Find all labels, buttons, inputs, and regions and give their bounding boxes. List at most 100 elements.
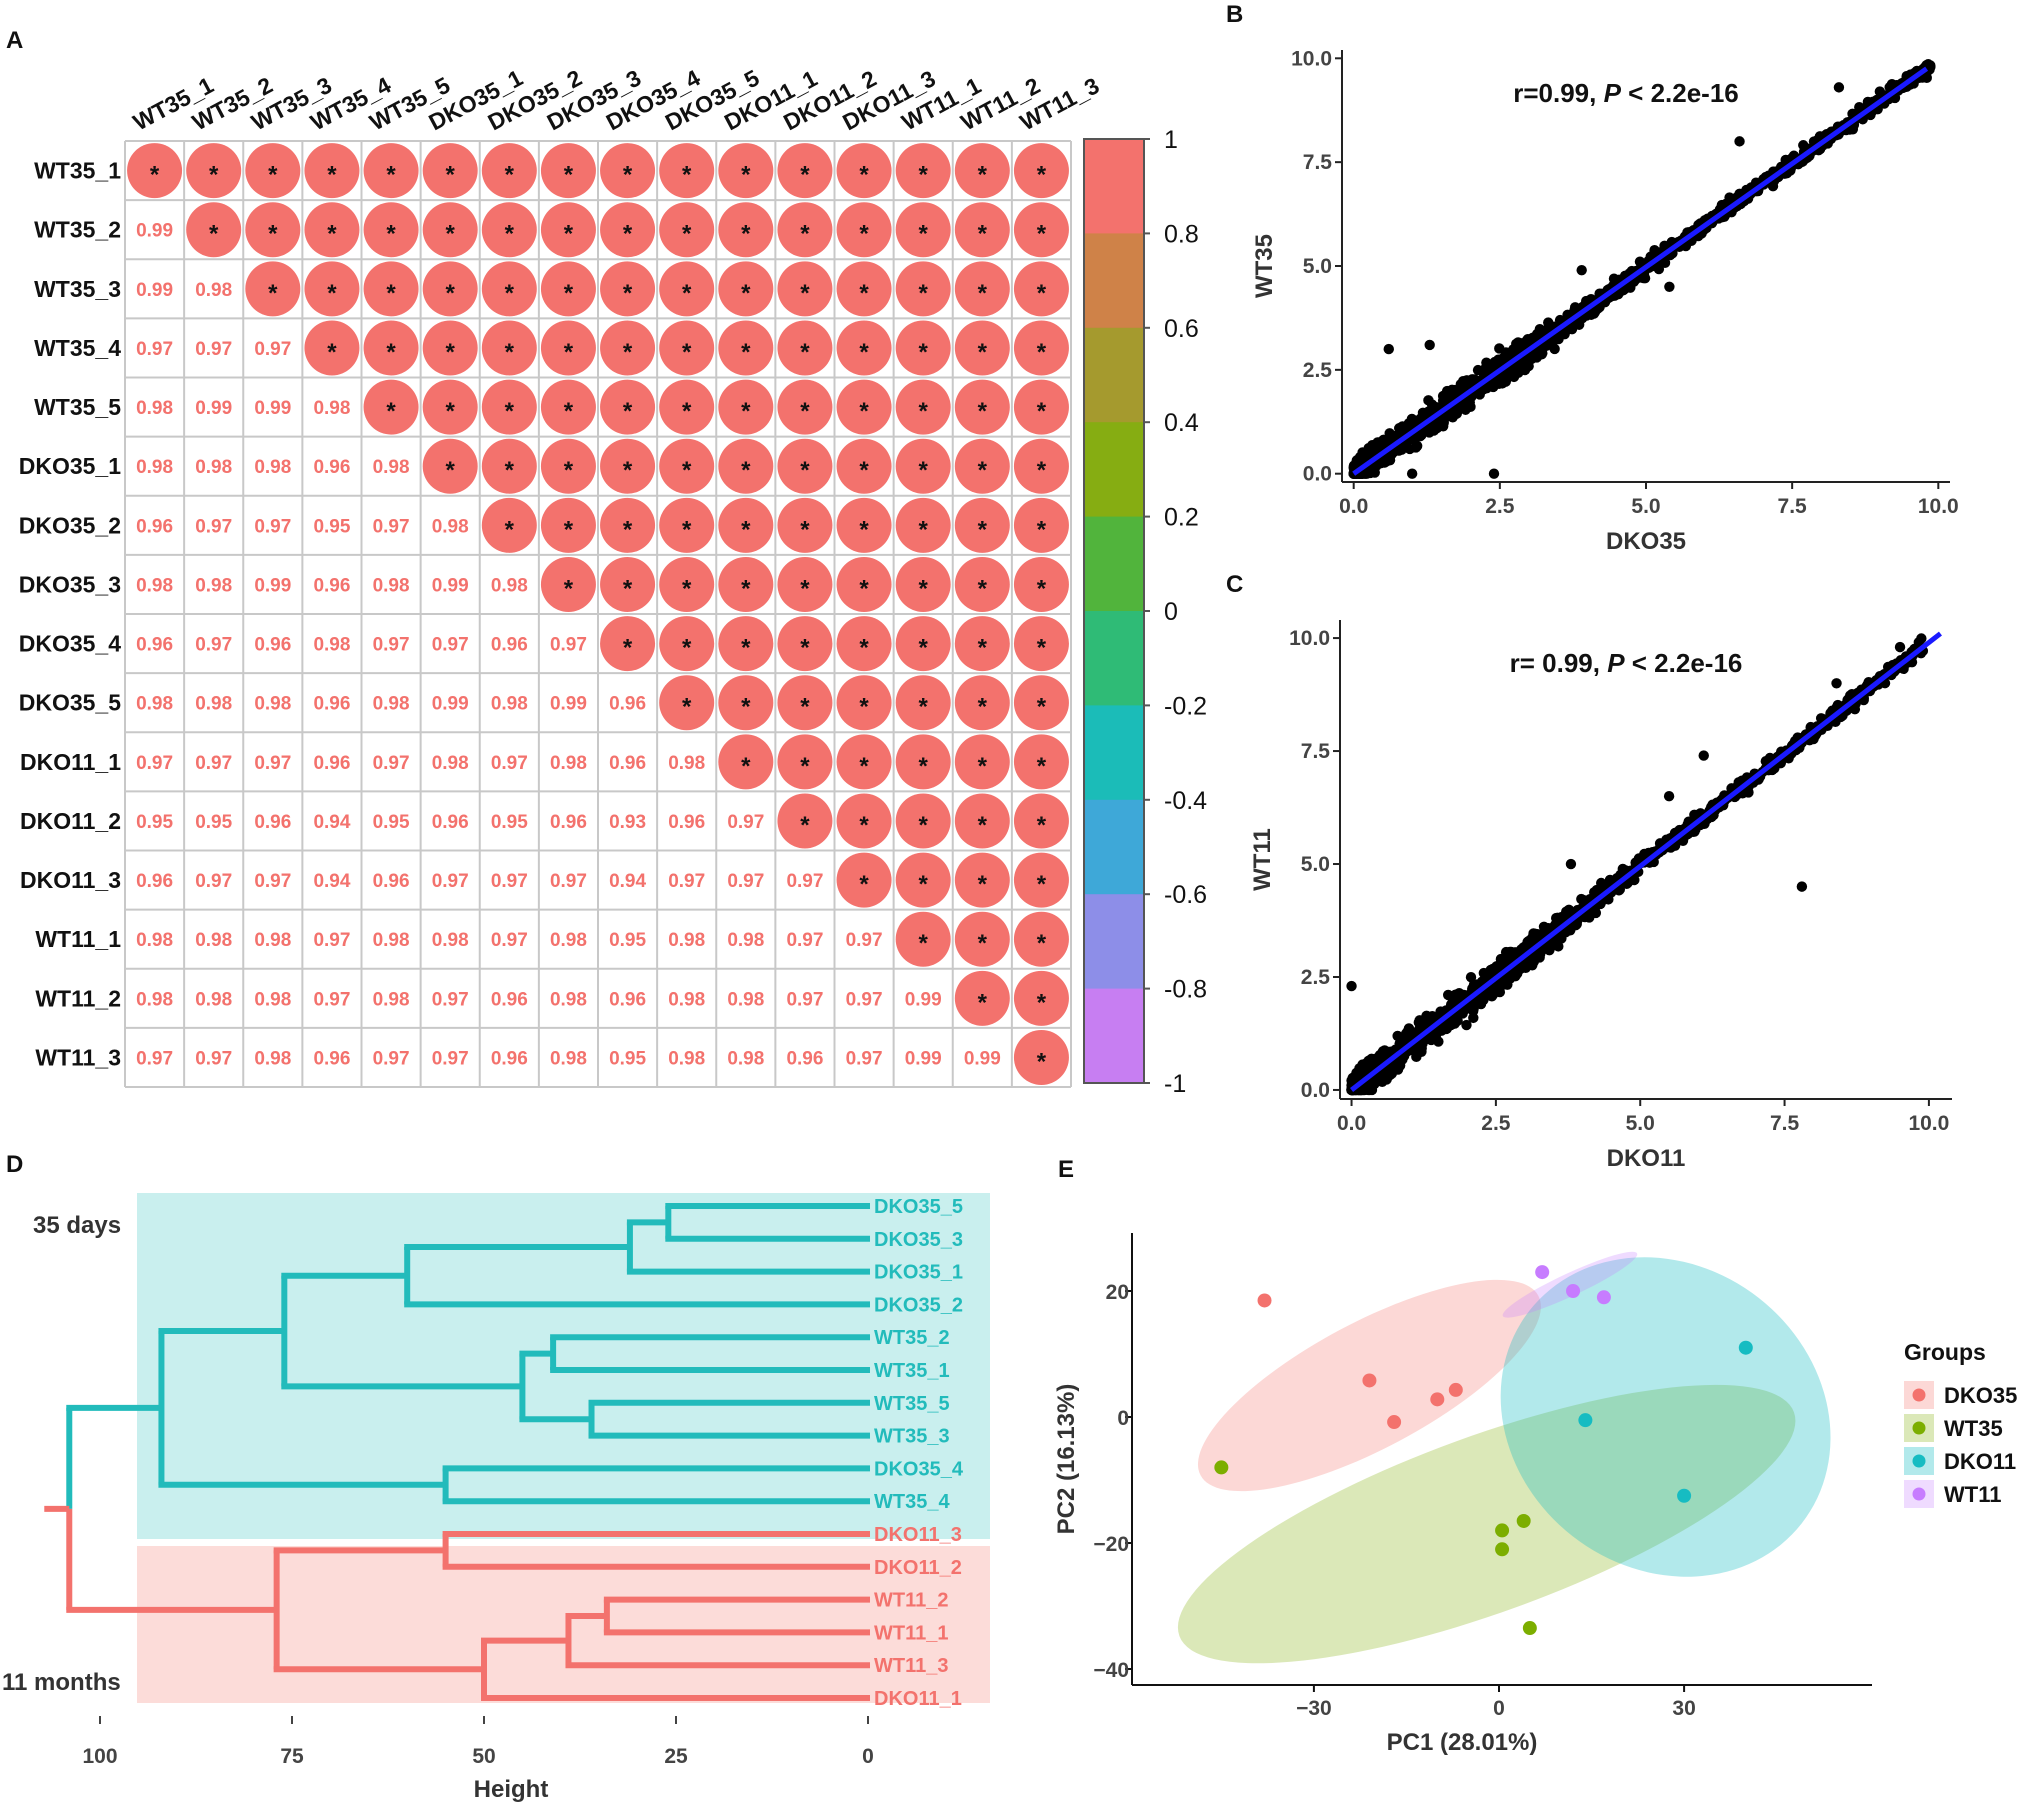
correlation-value: 0.98 xyxy=(373,694,410,715)
correlation-value: 0.99 xyxy=(550,694,587,715)
correlation-circle xyxy=(895,438,951,494)
legend-marker-dko11 xyxy=(1912,1454,1926,1468)
significance-star: * xyxy=(919,753,929,780)
scatter-point xyxy=(1528,956,1540,967)
leaf-label: WT35_5 xyxy=(874,1393,950,1415)
scatter-point xyxy=(1346,980,1357,992)
significance-star: * xyxy=(682,516,692,543)
significance-star: * xyxy=(268,162,278,189)
correlation-circle xyxy=(895,911,951,967)
correlation-value: 0.98 xyxy=(254,457,291,478)
y-tick-label: 2.5 xyxy=(1301,966,1331,989)
colorbar-tick-label: 0 xyxy=(1164,598,1178,626)
correlation-value: 0.98 xyxy=(136,694,173,715)
correlation-value: 0.98 xyxy=(195,575,232,596)
significance-star: * xyxy=(800,280,810,307)
cluster-label-35-days: 35 days xyxy=(33,1212,121,1239)
pca-point-wt35 xyxy=(1495,1523,1510,1538)
scatter-point xyxy=(1874,86,1886,97)
legend-label-dko35: DKO35 xyxy=(1944,1383,2017,1408)
significance-star: * xyxy=(978,516,988,543)
correlation-value: 0.95 xyxy=(373,812,410,833)
x-axis-title: PC1 (28.01%) xyxy=(1387,1729,1538,1756)
scatter-point xyxy=(1796,881,1808,892)
scatter-point xyxy=(1663,791,1675,802)
correlation-circle xyxy=(895,734,951,790)
correlation-value: 0.97 xyxy=(491,871,528,892)
correlation-circle xyxy=(836,202,892,258)
correlation-circle xyxy=(1013,616,1069,672)
scatter-point xyxy=(1411,431,1422,442)
correlation-circle xyxy=(895,852,951,908)
significance-star: * xyxy=(564,339,574,366)
y-tick-label: 7.5 xyxy=(1301,740,1331,763)
significance-star: * xyxy=(978,221,988,248)
correlation-value: 0.99 xyxy=(432,575,469,596)
scatter-point xyxy=(1698,750,1709,761)
correlation-value: 0.99 xyxy=(136,221,173,242)
significance-star: * xyxy=(386,221,396,248)
correlation-circle xyxy=(1013,261,1069,317)
scatter-point xyxy=(1372,437,1383,448)
scatter-point xyxy=(1576,264,1587,276)
correlation-circle xyxy=(481,202,537,258)
correlation-value: 0.97 xyxy=(313,930,350,951)
leaf-label: WT11_2 xyxy=(874,1590,948,1612)
correlation-circle xyxy=(481,143,537,199)
correlation-circle xyxy=(836,261,892,317)
correlation-value: 0.98 xyxy=(373,930,410,951)
x-tick-label: 25 xyxy=(664,1745,688,1768)
significance-star: * xyxy=(859,871,869,898)
correlation-value: 0.97 xyxy=(195,635,232,656)
significance-star: * xyxy=(446,339,456,366)
colorbar-segment xyxy=(1084,988,1144,1084)
correlation-value: 0.98 xyxy=(136,930,173,951)
significance-star: * xyxy=(741,457,751,484)
scatter-point xyxy=(1474,389,1485,400)
correlation-value: 0.98 xyxy=(550,1048,587,1069)
scatter-point xyxy=(1556,911,1567,923)
correlation-circle xyxy=(777,261,833,317)
y-tick-label: 10.0 xyxy=(1289,627,1330,650)
correlation-circle xyxy=(422,438,478,494)
correlation-value: 0.96 xyxy=(432,812,469,833)
scatter-point xyxy=(1414,1015,1425,1026)
correlation-circle xyxy=(659,202,715,258)
correlation-value: 0.98 xyxy=(195,989,232,1010)
significance-star: * xyxy=(268,221,278,248)
scatter-point xyxy=(1371,1076,1382,1088)
colorbar-tick-label: 0.2 xyxy=(1164,504,1199,532)
correlation-circle xyxy=(540,202,596,258)
correlation-value: 0.94 xyxy=(609,871,646,892)
correlation-value: 0.97 xyxy=(254,871,291,892)
significance-star: * xyxy=(682,575,692,602)
legend-marker-wt35 xyxy=(1912,1421,1926,1435)
correlation-circle xyxy=(954,911,1010,967)
significance-star: * xyxy=(623,339,633,366)
y-tick-label: 7.5 xyxy=(1303,151,1333,174)
scatter-point xyxy=(1831,678,1842,689)
y-tick-label: 10.0 xyxy=(1291,47,1332,70)
correlation-value: 0.98 xyxy=(254,930,291,951)
legend-marker-dko35 xyxy=(1912,1388,1926,1402)
significance-star: * xyxy=(741,398,751,425)
correlation-value: 0.97 xyxy=(432,1048,469,1069)
correlation-value: 0.97 xyxy=(254,753,291,774)
correlation-value: 0.97 xyxy=(195,339,232,360)
x-tick-label: 30 xyxy=(1672,1697,1695,1720)
correlation-value: 0.97 xyxy=(373,516,410,537)
correlation-circle xyxy=(836,793,892,849)
significance-star: * xyxy=(1037,635,1047,662)
significance-star: * xyxy=(1037,930,1047,957)
correlation-value: 0.98 xyxy=(254,694,291,715)
scatter-point xyxy=(1461,1019,1472,1031)
significance-star: * xyxy=(800,635,810,662)
correlation-circle xyxy=(777,675,833,731)
significance-star: * xyxy=(682,221,692,248)
cluster-box-35-days xyxy=(137,1193,990,1539)
significance-star: * xyxy=(859,516,869,543)
significance-star: * xyxy=(446,457,456,484)
significance-star: * xyxy=(386,398,396,425)
colorbar-tick-label: -0.4 xyxy=(1164,787,1207,815)
row-label: WT35_5 xyxy=(34,394,121,420)
